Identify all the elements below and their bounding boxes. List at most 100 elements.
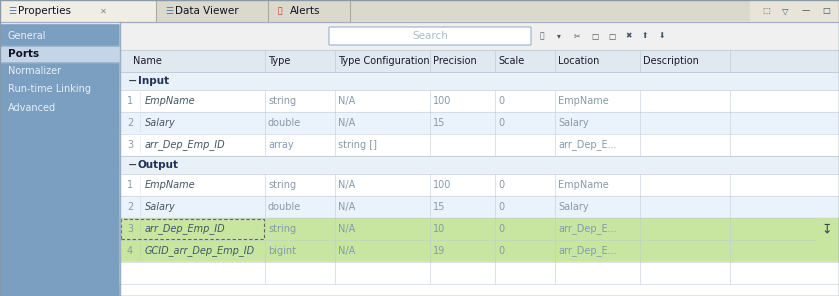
Text: Data Viewer: Data Viewer [175,6,238,16]
Text: Salary: Salary [558,118,589,128]
Text: bigint: bigint [268,246,296,256]
Text: ✂: ✂ [574,31,581,41]
Text: arr_Dep_Emp_ID: arr_Dep_Emp_ID [145,139,226,150]
Bar [817,218,837,240]
Bar [121,219,264,239]
Text: General: General [8,31,46,41]
FancyBboxPatch shape [329,27,531,45]
Text: Output: Output [138,160,179,170]
Bar [120,262,839,284]
Text: 0: 0 [498,202,504,212]
Text: ☰: ☰ [8,7,16,15]
Bar [120,50,839,72]
Text: N/A: N/A [338,96,355,106]
Text: EmpName: EmpName [145,180,195,190]
Text: Type Configuration: Type Configuration [338,56,430,66]
Text: N/A: N/A [338,246,355,256]
Text: 2: 2 [127,202,133,212]
Text: −: − [128,76,138,86]
Text: □: □ [591,31,598,41]
Text: arr_Dep_E...: arr_Dep_E... [558,139,617,150]
Text: EmpName: EmpName [145,96,195,106]
Text: ⬜: ⬜ [540,31,545,41]
Text: Search: Search [412,31,448,41]
Bar [0,46,120,62]
Text: ☰: ☰ [165,7,173,15]
Bar [120,196,839,218]
Text: ▽: ▽ [782,7,789,15]
Bar [120,22,839,296]
Text: Name: Name [133,56,162,66]
Text: ⬆: ⬆ [642,31,649,41]
Text: Salary: Salary [145,118,175,128]
Text: □: □ [822,7,830,15]
Bar [270,0,350,22]
Text: 1: 1 [127,180,133,190]
Text: ▾: ▾ [557,31,561,41]
Text: 0: 0 [498,118,504,128]
Text: ⬇: ⬇ [659,31,665,41]
Text: Ports: Ports [8,49,39,59]
Text: string: string [268,96,296,106]
Text: Precision: Precision [433,56,477,66]
Text: ✕: ✕ [100,7,107,15]
Bar [0,0,839,22]
Text: 15: 15 [433,118,446,128]
Text: 0: 0 [498,246,504,256]
Bar [120,112,839,134]
Text: N/A: N/A [338,118,355,128]
Text: EmpName: EmpName [558,96,609,106]
Bar [120,218,839,240]
Text: 10: 10 [433,224,446,234]
Bar [120,134,839,156]
Text: double: double [268,118,301,128]
Text: −: − [128,160,138,170]
Text: 3: 3 [127,224,133,234]
Text: N/A: N/A [338,180,355,190]
Text: 2: 2 [127,118,133,128]
Text: double: double [268,202,301,212]
Text: 🚦: 🚦 [278,7,283,15]
Bar [158,0,268,22]
Text: arr_Dep_E...: arr_Dep_E... [558,223,617,234]
Text: —: — [802,7,810,15]
Bar [120,22,839,50]
Bar [120,156,839,174]
Text: Scale: Scale [498,56,524,66]
Text: 19: 19 [433,246,446,256]
Text: 3: 3 [127,140,133,150]
Bar [120,72,839,90]
Text: □: □ [608,31,615,41]
Text: array: array [268,140,294,150]
Bar [120,174,839,196]
Text: 15: 15 [433,202,446,212]
Text: 100: 100 [433,96,451,106]
Text: 0: 0 [498,96,504,106]
Text: 100: 100 [433,180,451,190]
Text: arr_Dep_Emp_ID: arr_Dep_Emp_ID [145,223,226,234]
Text: Run-time Linking: Run-time Linking [8,84,91,94]
Text: string []: string [] [338,140,377,150]
Text: Location: Location [558,56,599,66]
Bar [750,0,839,22]
Bar [0,22,120,296]
Text: Normalizer: Normalizer [8,66,61,76]
Text: N/A: N/A [338,224,355,234]
Bar [120,90,839,112]
Text: 1: 1 [127,96,133,106]
Text: 0: 0 [498,224,504,234]
Text: ⬚: ⬚ [762,7,770,15]
Text: arr_Dep_E...: arr_Dep_E... [558,246,617,256]
Bar [120,22,839,296]
Text: Salary: Salary [145,202,175,212]
Text: Alerts: Alerts [290,6,320,16]
Text: 0: 0 [498,180,504,190]
Text: Properties: Properties [18,6,71,16]
Text: Type: Type [268,56,290,66]
Text: Input: Input [138,76,169,86]
Text: N/A: N/A [338,202,355,212]
Text: Advanced: Advanced [8,103,56,113]
Text: string: string [268,180,296,190]
Bar [0,0,156,23]
Text: string: string [268,224,296,234]
